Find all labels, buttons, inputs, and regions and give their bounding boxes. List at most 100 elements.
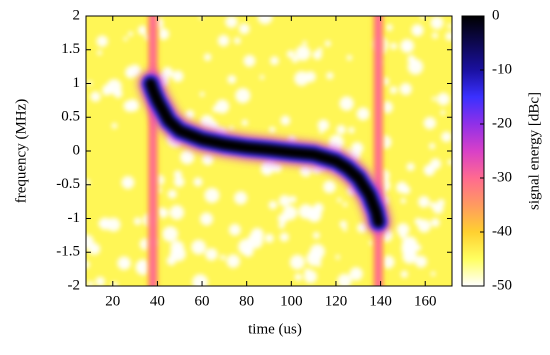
- noise-blob: [294, 71, 309, 86]
- noise-blob: [381, 255, 395, 269]
- noise-blob: [167, 189, 177, 199]
- y-tick-label: -1: [68, 210, 81, 226]
- noise-blob: [447, 23, 452, 29]
- noise-blob: [429, 143, 436, 150]
- noise-blob: [106, 217, 121, 232]
- noise-blob: [234, 191, 248, 205]
- noise-blob: [137, 25, 148, 36]
- noise-blob: [417, 219, 431, 233]
- noise-blob: [346, 54, 353, 61]
- noise-blob: [312, 217, 317, 223]
- noise-blob: [98, 219, 107, 228]
- plot-area: [86, 16, 452, 286]
- noise-blob: [399, 232, 407, 239]
- noise-blob: [400, 198, 407, 204]
- colorbar-tick-label: -30: [492, 169, 512, 185]
- noise-blob: [279, 232, 289, 242]
- noise-blob: [277, 213, 289, 224]
- colorbar-label: signal energy [dBc]: [526, 92, 542, 210]
- noise-blob: [228, 126, 234, 131]
- noise-blob: [406, 162, 415, 171]
- noise-blob: [185, 109, 195, 119]
- noise-blob: [191, 239, 207, 255]
- trace: [145, 78, 384, 228]
- noise-blob: [431, 96, 437, 101]
- noise-blob: [430, 16, 444, 30]
- noise-blob: [90, 91, 101, 102]
- noise-blob: [317, 47, 323, 53]
- noise-blob: [121, 176, 135, 190]
- noise-blob: [312, 50, 323, 60]
- noise-blob: [418, 196, 430, 208]
- noise-blob: [324, 40, 331, 47]
- noise-blob: [309, 207, 316, 214]
- noise-blob: [278, 195, 291, 207]
- noise-blob: [215, 99, 230, 114]
- noise-blob: [228, 223, 241, 236]
- noise-blob: [289, 195, 297, 204]
- noise-blob: [299, 165, 312, 177]
- noise-blob: [88, 243, 101, 255]
- noise-blob: [337, 197, 342, 203]
- noise-blob: [280, 115, 291, 126]
- noise-blob: [259, 74, 265, 80]
- noise-blob: [342, 202, 348, 207]
- noise-blob: [286, 50, 295, 59]
- noise-blob: [192, 274, 209, 286]
- noise-blob: [171, 246, 186, 262]
- noise-blob: [125, 66, 136, 76]
- noise-blob: [407, 55, 416, 64]
- noise-blob: [356, 222, 367, 233]
- noise-blob: [117, 256, 131, 271]
- noise-blob: [173, 176, 185, 188]
- noise-blob: [431, 32, 439, 39]
- noise-blob: [437, 198, 445, 207]
- noise-blob: [96, 35, 109, 48]
- noise-blob: [233, 37, 241, 45]
- pulse-edge: [149, 16, 157, 286]
- noise-blob: [128, 31, 134, 37]
- noise-blob: [415, 244, 422, 251]
- noise-blob: [238, 23, 250, 35]
- noise-blob: [396, 223, 410, 236]
- noise-blob: [323, 180, 336, 194]
- noise-blob: [227, 74, 237, 84]
- noise-blob: [172, 70, 184, 82]
- noise-blob: [210, 120, 216, 127]
- noise-blob: [199, 212, 214, 226]
- y-tick-label: 2: [73, 7, 81, 23]
- noise-blob: [217, 34, 230, 47]
- noise-blob: [441, 131, 452, 143]
- x-tick-label: 60: [195, 293, 210, 309]
- pulse-edge: [374, 16, 382, 286]
- noise-blob: [289, 254, 305, 270]
- noise-blob: [241, 119, 248, 126]
- noise-blob: [339, 96, 354, 111]
- noise-blob: [111, 122, 118, 129]
- noise-blob: [401, 185, 411, 195]
- noise-blob: [113, 89, 123, 99]
- noise-blob: [87, 280, 94, 286]
- x-tick-label: 100: [280, 293, 303, 309]
- noise-blob: [356, 107, 370, 121]
- noise-blob: [193, 177, 203, 187]
- noise-blob: [247, 232, 264, 249]
- noise-blob: [162, 226, 179, 242]
- noise-blob: [180, 150, 195, 165]
- noise-blob: [220, 254, 226, 261]
- noise-blob: [399, 82, 412, 96]
- y-tick-label: -1.5: [56, 244, 80, 260]
- noise-blob: [401, 236, 418, 253]
- noise-blob: [304, 71, 316, 83]
- noise-blob: [133, 217, 142, 226]
- noise-blob: [123, 100, 136, 112]
- noise-blob: [348, 126, 355, 134]
- noise-blob: [430, 271, 436, 277]
- noise-blob: [95, 276, 106, 286]
- noise-blob: [389, 86, 398, 94]
- noise-blob: [303, 269, 318, 284]
- noise-blob: [268, 200, 278, 210]
- noise-blob: [291, 56, 299, 63]
- x-tick-label: 140: [369, 293, 392, 309]
